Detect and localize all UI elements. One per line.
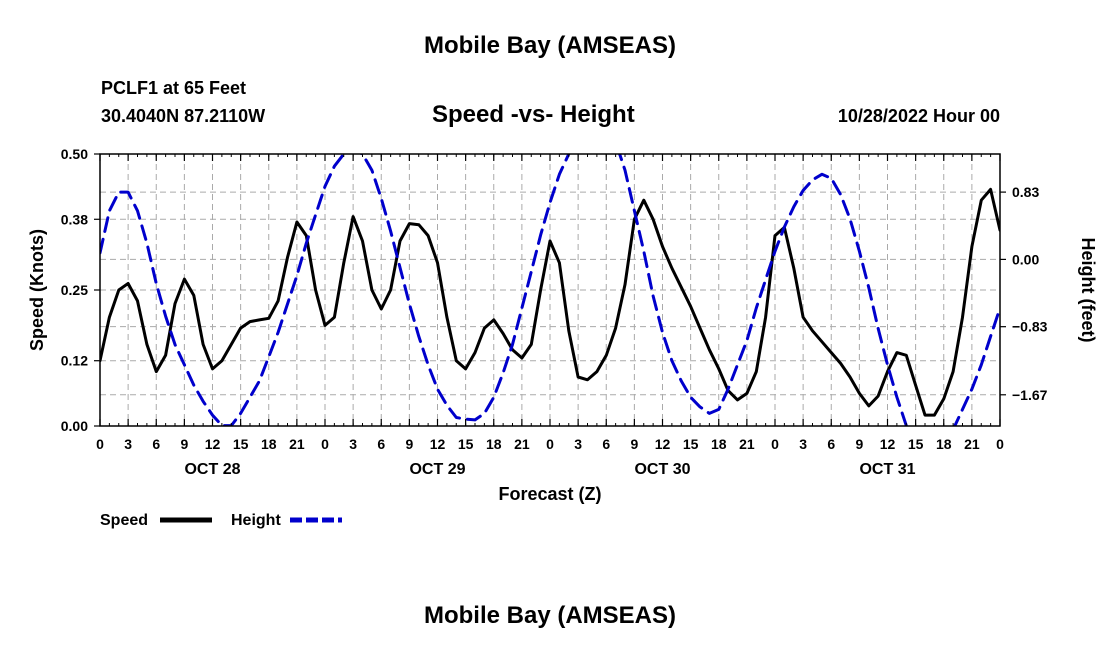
x-tick-label: 18	[711, 436, 727, 452]
x-tick-label: 3	[349, 436, 357, 452]
x-tick-label: 0	[321, 436, 329, 452]
legend: Speed Height	[100, 512, 342, 529]
y-tick-label: 0.25	[61, 282, 88, 298]
date-label: OCT 30	[634, 461, 690, 478]
x-tick-label: 3	[799, 436, 807, 452]
y2-tick-label: −1.67	[1012, 387, 1048, 403]
x-tick-label: 12	[880, 436, 896, 452]
x-tick-label: 12	[205, 436, 221, 452]
legend-label-height: Height	[231, 512, 281, 529]
date-label: OCT 31	[859, 461, 915, 478]
x-tick-label: 15	[458, 436, 474, 452]
y-axis-label: Speed (Knots)	[27, 229, 47, 351]
x-tick-label: 18	[486, 436, 502, 452]
x-axis-label: Forecast (Z)	[498, 484, 601, 504]
axes: 0 3 6 9 12 15 18 21 0 3 6 9 12 15 18 21 0 3 6 9 12 15 18 21 0 3 6 9…	[61, 146, 1048, 478]
y-tick-label: 0.00	[61, 418, 88, 434]
x-tick-label: 9	[180, 436, 188, 452]
x-tick-label: 15	[908, 436, 924, 452]
x-tick-label: 21	[739, 436, 755, 452]
x-tick-label: 6	[827, 436, 835, 452]
series-lines	[100, 154, 1000, 426]
chart-subtitle: Speed -vs- Height	[432, 101, 635, 128]
x-tick-label: 0	[96, 436, 104, 452]
x-tick-label: 18	[261, 436, 277, 452]
station-label: PCLF1 at 65 Feet	[101, 78, 247, 98]
y-tick-label: 0.38	[61, 211, 88, 227]
x-tick-label: 0	[996, 436, 1004, 452]
date-label: OCT 28	[184, 461, 240, 478]
x-tick-label: 6	[602, 436, 610, 452]
footer-title: Mobile Bay (AMSEAS)	[423, 602, 677, 629]
legend-label-speed: Speed	[100, 512, 148, 529]
x-tick-label: 3	[574, 436, 582, 452]
run-time-label: 10/28/2022 Hour 00	[837, 106, 1000, 126]
x-tick-label: 21	[514, 436, 530, 452]
x-tick-label: 9	[855, 436, 863, 452]
x-tick-label: 0	[771, 436, 779, 452]
y-tick-label: 0.50	[61, 146, 88, 162]
x-tick-label: 0	[546, 436, 554, 452]
y2-axis-label: Height (feet)	[1078, 238, 1098, 343]
x-tick-label: 6	[377, 436, 385, 452]
page-title: Mobile Bay (AMSEAS)	[423, 32, 677, 59]
y2-tick-label: 0.00	[1012, 251, 1039, 267]
date-label: OCT 29	[409, 461, 465, 478]
x-tick-label: 9	[405, 436, 413, 452]
y-tick-label: 0.12	[61, 353, 88, 369]
x-tick-label: 21	[964, 436, 980, 452]
series-line-speed	[100, 187, 1000, 417]
x-tick-label: 9	[630, 436, 638, 452]
x-tick-label: 18	[936, 436, 952, 452]
x-tick-label: 12	[430, 436, 446, 452]
x-tick-label: 3	[124, 436, 132, 452]
x-tick-label: 21	[289, 436, 305, 452]
y2-tick-label: 0.83	[1012, 184, 1039, 200]
x-tick-label: 15	[233, 436, 249, 452]
coordinates-label: 30.4040N 87.2110W	[101, 106, 266, 126]
x-tick-label: 15	[683, 436, 699, 452]
x-tick-label: 12	[655, 436, 671, 452]
x-tick-label: 6	[152, 436, 160, 452]
grid	[100, 154, 1000, 426]
y2-tick-label: −0.83	[1012, 319, 1048, 335]
